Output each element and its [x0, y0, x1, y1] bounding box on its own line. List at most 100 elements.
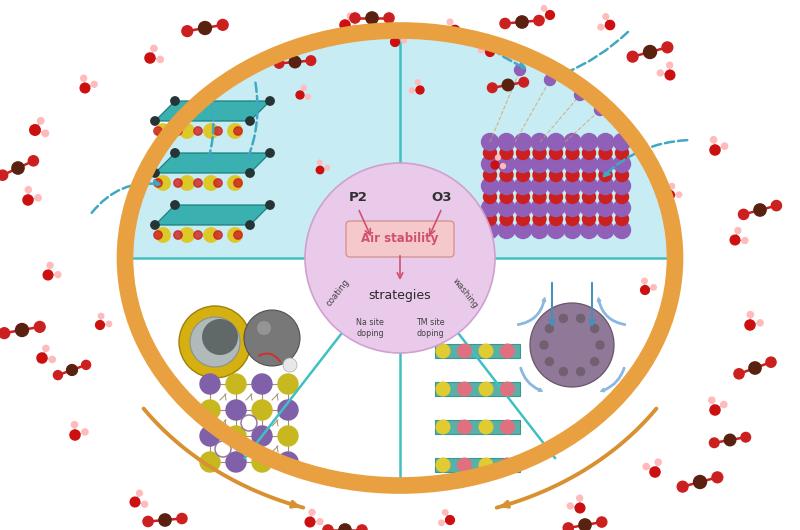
Circle shape: [559, 314, 567, 322]
Circle shape: [151, 169, 159, 177]
Circle shape: [501, 164, 506, 169]
Circle shape: [204, 124, 218, 138]
Circle shape: [606, 20, 614, 30]
Circle shape: [594, 104, 606, 116]
Circle shape: [709, 397, 715, 403]
Circle shape: [597, 155, 614, 172]
Circle shape: [200, 374, 220, 394]
Circle shape: [479, 458, 493, 472]
Circle shape: [500, 169, 513, 181]
FancyArrowPatch shape: [259, 354, 281, 361]
Circle shape: [274, 59, 284, 68]
Circle shape: [82, 429, 88, 435]
Circle shape: [171, 149, 179, 157]
Circle shape: [12, 162, 24, 174]
Circle shape: [498, 155, 515, 172]
Circle shape: [306, 94, 310, 99]
Circle shape: [662, 42, 673, 53]
Circle shape: [599, 213, 612, 225]
Circle shape: [582, 190, 595, 204]
Circle shape: [741, 432, 750, 442]
Circle shape: [198, 22, 211, 34]
Circle shape: [0, 170, 8, 180]
Circle shape: [483, 169, 497, 181]
Circle shape: [366, 12, 378, 24]
Circle shape: [599, 169, 612, 181]
Circle shape: [546, 324, 554, 332]
Circle shape: [669, 183, 674, 189]
Circle shape: [547, 134, 565, 151]
Circle shape: [581, 134, 598, 151]
Circle shape: [350, 13, 360, 23]
Circle shape: [278, 400, 298, 420]
Circle shape: [563, 523, 574, 530]
Circle shape: [514, 134, 531, 151]
Circle shape: [724, 434, 736, 446]
Circle shape: [458, 382, 471, 396]
Circle shape: [483, 190, 497, 204]
Circle shape: [54, 370, 62, 379]
Circle shape: [81, 75, 86, 81]
Circle shape: [710, 137, 717, 143]
Circle shape: [590, 324, 598, 332]
Circle shape: [533, 190, 546, 204]
Circle shape: [615, 190, 629, 204]
Circle shape: [666, 62, 673, 68]
Circle shape: [228, 124, 242, 138]
Circle shape: [180, 176, 194, 190]
Circle shape: [487, 83, 497, 93]
Circle shape: [564, 199, 581, 216]
Circle shape: [564, 178, 581, 195]
Text: washing: washing: [450, 276, 479, 310]
Circle shape: [546, 11, 554, 20]
Circle shape: [579, 519, 591, 530]
Circle shape: [154, 179, 162, 187]
Circle shape: [534, 15, 544, 25]
Circle shape: [266, 149, 274, 157]
Circle shape: [550, 190, 562, 204]
Circle shape: [486, 48, 494, 56]
Circle shape: [47, 262, 53, 268]
Circle shape: [154, 231, 162, 239]
Circle shape: [142, 501, 148, 507]
Circle shape: [643, 463, 650, 470]
Circle shape: [627, 51, 638, 62]
Circle shape: [498, 178, 515, 195]
Circle shape: [771, 200, 782, 211]
Circle shape: [190, 317, 240, 367]
Circle shape: [42, 346, 49, 351]
Circle shape: [296, 91, 304, 99]
Circle shape: [517, 213, 530, 225]
Polygon shape: [155, 153, 270, 173]
Circle shape: [305, 163, 495, 353]
Circle shape: [566, 190, 579, 204]
Circle shape: [23, 195, 33, 205]
Circle shape: [530, 303, 614, 387]
FancyArrowPatch shape: [518, 298, 546, 325]
Circle shape: [34, 322, 45, 332]
Circle shape: [514, 178, 531, 195]
Circle shape: [666, 191, 674, 199]
Circle shape: [533, 213, 546, 225]
Circle shape: [566, 213, 579, 225]
Polygon shape: [155, 101, 270, 121]
Circle shape: [482, 134, 498, 151]
Circle shape: [658, 70, 663, 76]
Circle shape: [482, 178, 498, 195]
Circle shape: [317, 519, 323, 525]
Circle shape: [615, 213, 629, 225]
Circle shape: [597, 178, 614, 195]
Circle shape: [501, 458, 514, 472]
Circle shape: [710, 405, 720, 415]
Circle shape: [577, 314, 585, 322]
Circle shape: [678, 481, 688, 492]
Circle shape: [252, 400, 272, 420]
FancyBboxPatch shape: [346, 221, 454, 257]
Circle shape: [278, 452, 298, 472]
Circle shape: [215, 441, 231, 457]
Circle shape: [547, 222, 565, 238]
Circle shape: [498, 199, 515, 216]
Circle shape: [517, 169, 530, 181]
Circle shape: [218, 20, 228, 30]
Circle shape: [200, 452, 220, 472]
